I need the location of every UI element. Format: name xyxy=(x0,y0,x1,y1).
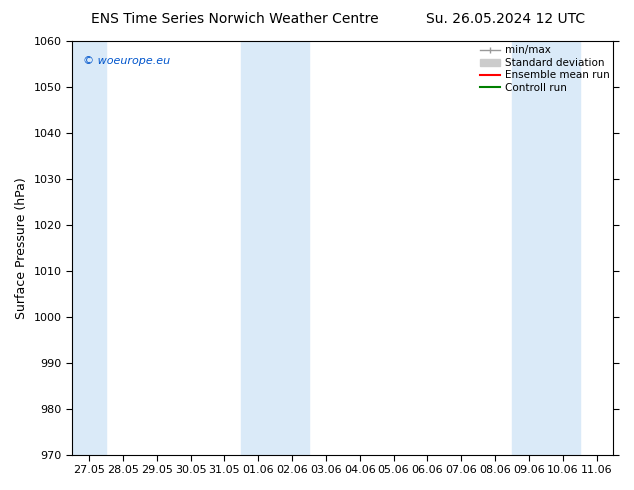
Bar xyxy=(512,41,579,455)
Legend: min/max, Standard deviation, Ensemble mean run, Controll run: min/max, Standard deviation, Ensemble me… xyxy=(477,43,611,95)
Text: Su. 26.05.2024 12 UTC: Su. 26.05.2024 12 UTC xyxy=(425,12,585,26)
Text: ENS Time Series Norwich Weather Centre: ENS Time Series Norwich Weather Centre xyxy=(91,12,378,26)
Bar xyxy=(72,41,106,455)
Bar xyxy=(242,41,309,455)
Text: © woeurope.eu: © woeurope.eu xyxy=(83,55,170,66)
Y-axis label: Surface Pressure (hPa): Surface Pressure (hPa) xyxy=(15,177,28,318)
